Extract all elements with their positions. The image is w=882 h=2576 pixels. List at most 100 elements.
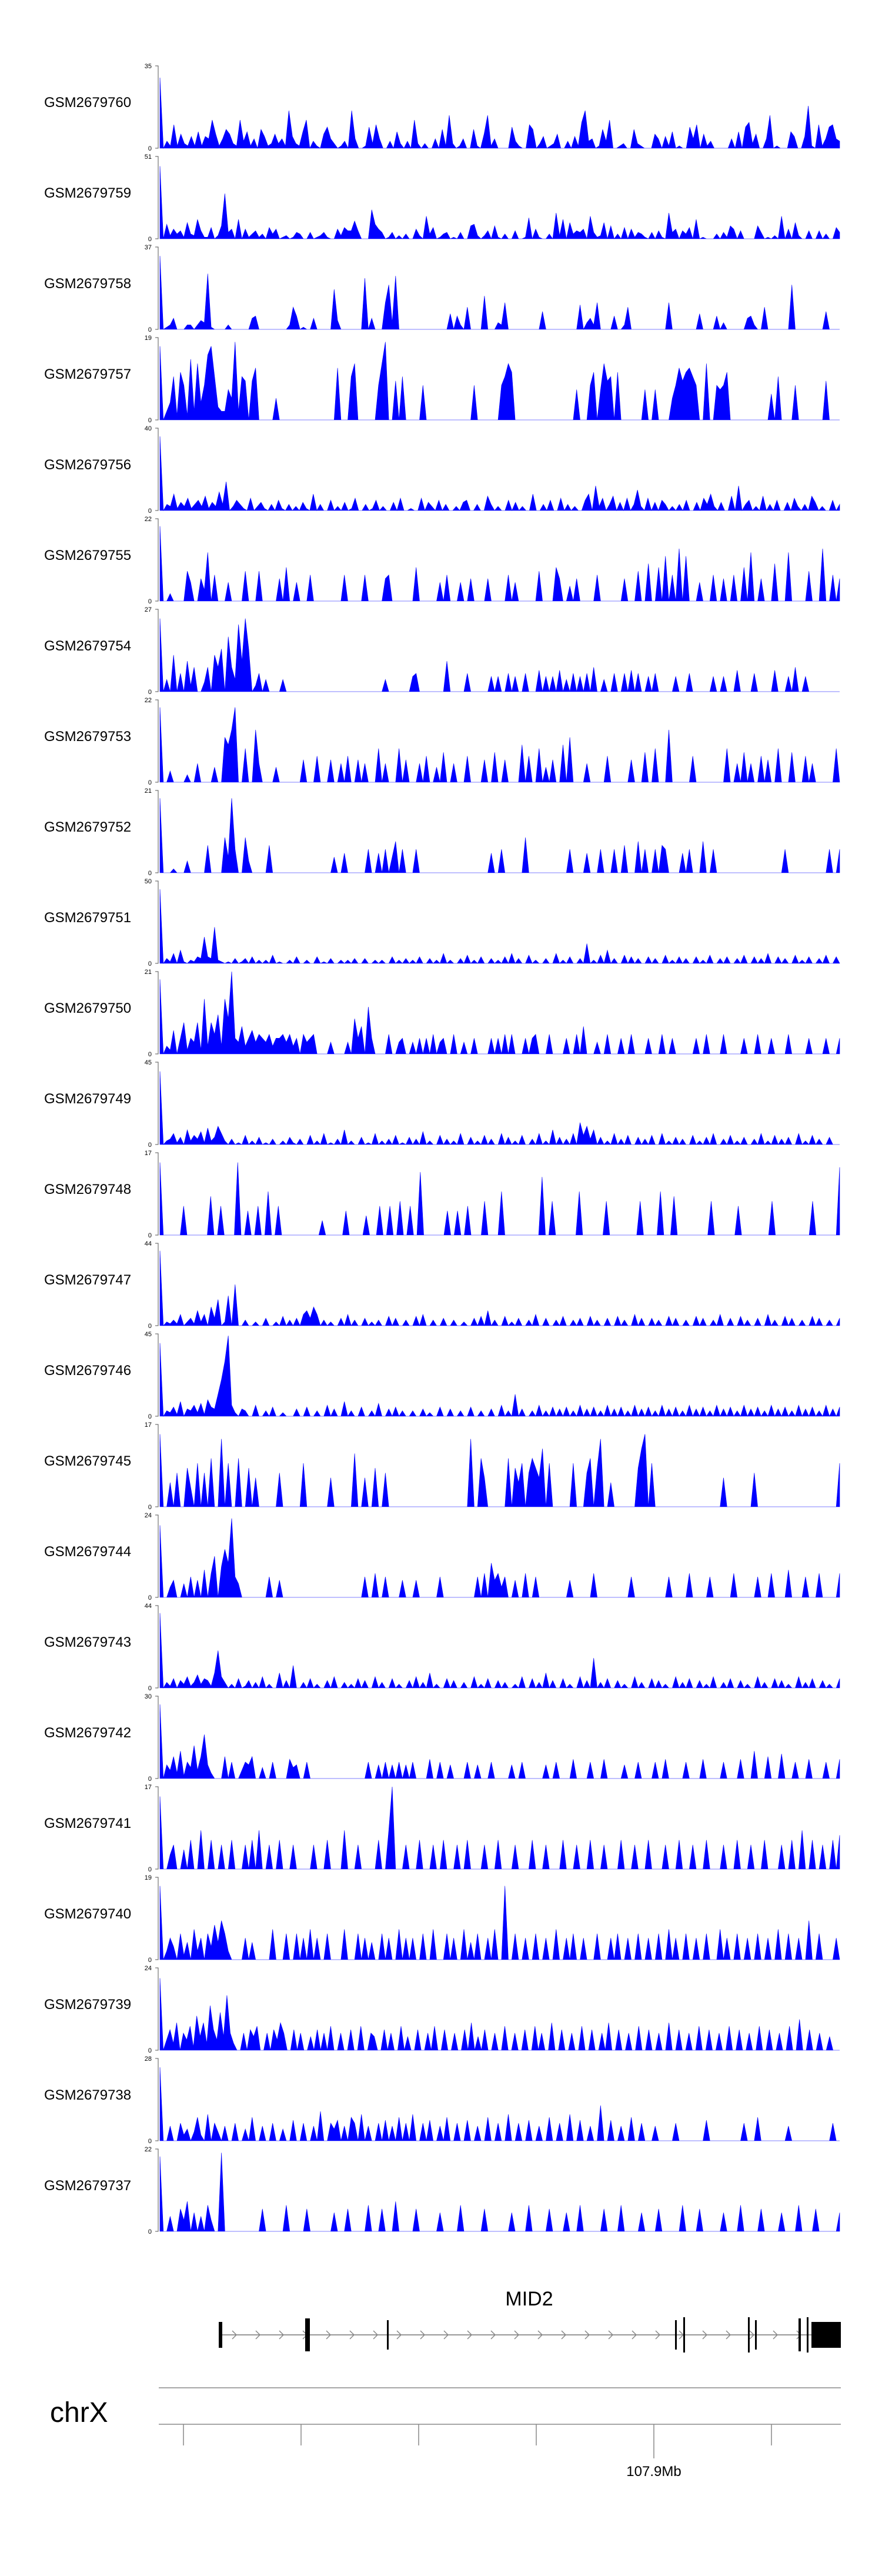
strand-arrow [490, 2330, 496, 2340]
coverage-area [159, 618, 840, 692]
strand-arrow [373, 2330, 379, 2340]
y-min-label: 0 [148, 236, 152, 243]
y-min-label: 0 [148, 2138, 152, 2145]
y-axis-bracket [155, 1062, 159, 1145]
coverage-area [159, 889, 840, 965]
exon-3 [387, 2320, 389, 2350]
y-min-label: 0 [148, 1232, 152, 1239]
coverage-area [159, 166, 840, 240]
exon-9 [807, 2317, 808, 2353]
y-max-label: 35 [145, 63, 152, 70]
coverage-area [159, 798, 840, 873]
y-min-label: 0 [148, 2047, 152, 2054]
strand-arrow [467, 2330, 473, 2340]
y-max-label: 45 [145, 1331, 152, 1338]
y-max-label: 37 [145, 244, 152, 251]
coverage-area [159, 1886, 840, 1960]
track-label: GSM2679743 [44, 1634, 131, 1650]
y-min-label: 0 [148, 779, 152, 786]
track-GSM2679748: GSM2679748 17 0 [44, 1150, 840, 1239]
y-max-label: 17 [145, 1422, 152, 1429]
coverage-area [159, 1434, 840, 1507]
track-GSM2679740: GSM2679740 19 0 [44, 1874, 840, 1964]
y-max-label: 24 [145, 1965, 152, 1972]
y-max-label: 19 [145, 1874, 152, 1881]
y-max-label: 19 [145, 335, 152, 342]
exon-5 [683, 2317, 685, 2353]
y-max-label: 30 [145, 1693, 152, 1700]
y-max-label: 27 [145, 606, 152, 613]
coverage-tracks: GSM2679760350GSM2679759510GSM2679758370G… [44, 63, 840, 2235]
track-GSM2679739: GSM2679739 24 0 [44, 1965, 840, 2054]
y-min-label: 0 [148, 1957, 152, 1964]
exon-8 [799, 2318, 801, 2351]
coverage-area [159, 2067, 840, 2142]
y-axis-bracket [155, 428, 159, 511]
y-max-label: 45 [145, 1059, 152, 1066]
exon-6 [748, 2317, 750, 2353]
strand-arrow [255, 2330, 261, 2340]
y-min-label: 0 [148, 145, 152, 152]
y-axis-bracket [155, 1514, 159, 1598]
track-GSM2679743: GSM2679743 44 0 [44, 1603, 840, 1692]
track-label: GSM2679746 [44, 1363, 131, 1379]
strand-arrow [443, 2330, 449, 2340]
y-min-label: 0 [148, 689, 152, 696]
strand-arrow [279, 2330, 285, 2340]
coverage-area [159, 1518, 840, 1598]
track-label: GSM2679739 [44, 1997, 131, 2013]
track-GSM2679741: GSM2679741 17 0 [44, 1784, 840, 1873]
track-GSM2679759: GSM2679759 51 0 [44, 154, 840, 243]
y-axis-bracket [155, 880, 159, 964]
y-axis-bracket [155, 790, 159, 873]
track-GSM2679744: GSM2679744 24 0 [44, 1512, 840, 1601]
y-axis-bracket [155, 1786, 159, 1870]
y-axis-bracket [155, 1696, 159, 1779]
gene-name: MID2 [505, 2288, 553, 2310]
y-axis-bracket [155, 156, 159, 239]
coverage-area [159, 1786, 840, 1870]
y-max-label: 24 [145, 1512, 152, 1519]
y-min-label: 0 [148, 1504, 152, 1511]
y-axis-bracket [155, 2148, 159, 2232]
track-label: GSM2679758 [44, 276, 131, 292]
y-min-label: 0 [148, 1323, 152, 1330]
y-max-label: 17 [145, 1784, 152, 1791]
y-axis-bracket [155, 1243, 159, 1326]
track-label: GSM2679747 [44, 1272, 131, 1288]
y-max-label: 44 [145, 1240, 152, 1247]
track-label: GSM2679753 [44, 729, 131, 745]
y-min-label: 0 [148, 1142, 152, 1149]
coverage-area [159, 1336, 840, 1417]
track-GSM2679747: GSM2679747 44 0 [44, 1240, 840, 1330]
y-min-label: 0 [148, 1685, 152, 1692]
track-GSM2679757: GSM2679757 19 0 [44, 335, 840, 424]
track-label: GSM2679745 [44, 1453, 131, 1469]
strand-arrow [396, 2330, 402, 2340]
coverage-area [159, 1162, 840, 1236]
track-GSM2679746: GSM2679746 45 0 [44, 1331, 840, 1420]
y-axis-bracket [155, 1152, 159, 1236]
coverage-area [159, 1978, 840, 2051]
y-axis-bracket [155, 1424, 159, 1507]
track-label: GSM2679752 [44, 819, 131, 835]
track-label: GSM2679748 [44, 1182, 131, 1197]
gene-track: MID2 [219, 2288, 841, 2353]
strand-arrow [584, 2330, 590, 2340]
y-axis-bracket [155, 2058, 159, 2141]
track-GSM2679749: GSM2679749 45 0 [44, 1059, 840, 1149]
y-max-label: 28 [145, 2056, 152, 2063]
strand-arrow [561, 2330, 567, 2340]
y-min-label: 0 [148, 508, 152, 515]
coverage-area [159, 1071, 840, 1145]
strand-arrow [702, 2330, 708, 2340]
exon-4 [675, 2320, 677, 2350]
y-axis-bracket [155, 246, 159, 330]
coverage-area [159, 1613, 840, 1689]
axis-tick-label: 107.9Mb [626, 2464, 681, 2480]
strand-arrow [537, 2330, 543, 2340]
strand-arrow [420, 2330, 426, 2340]
y-min-label: 0 [148, 1051, 152, 1058]
strand-arrow [749, 2330, 755, 2340]
